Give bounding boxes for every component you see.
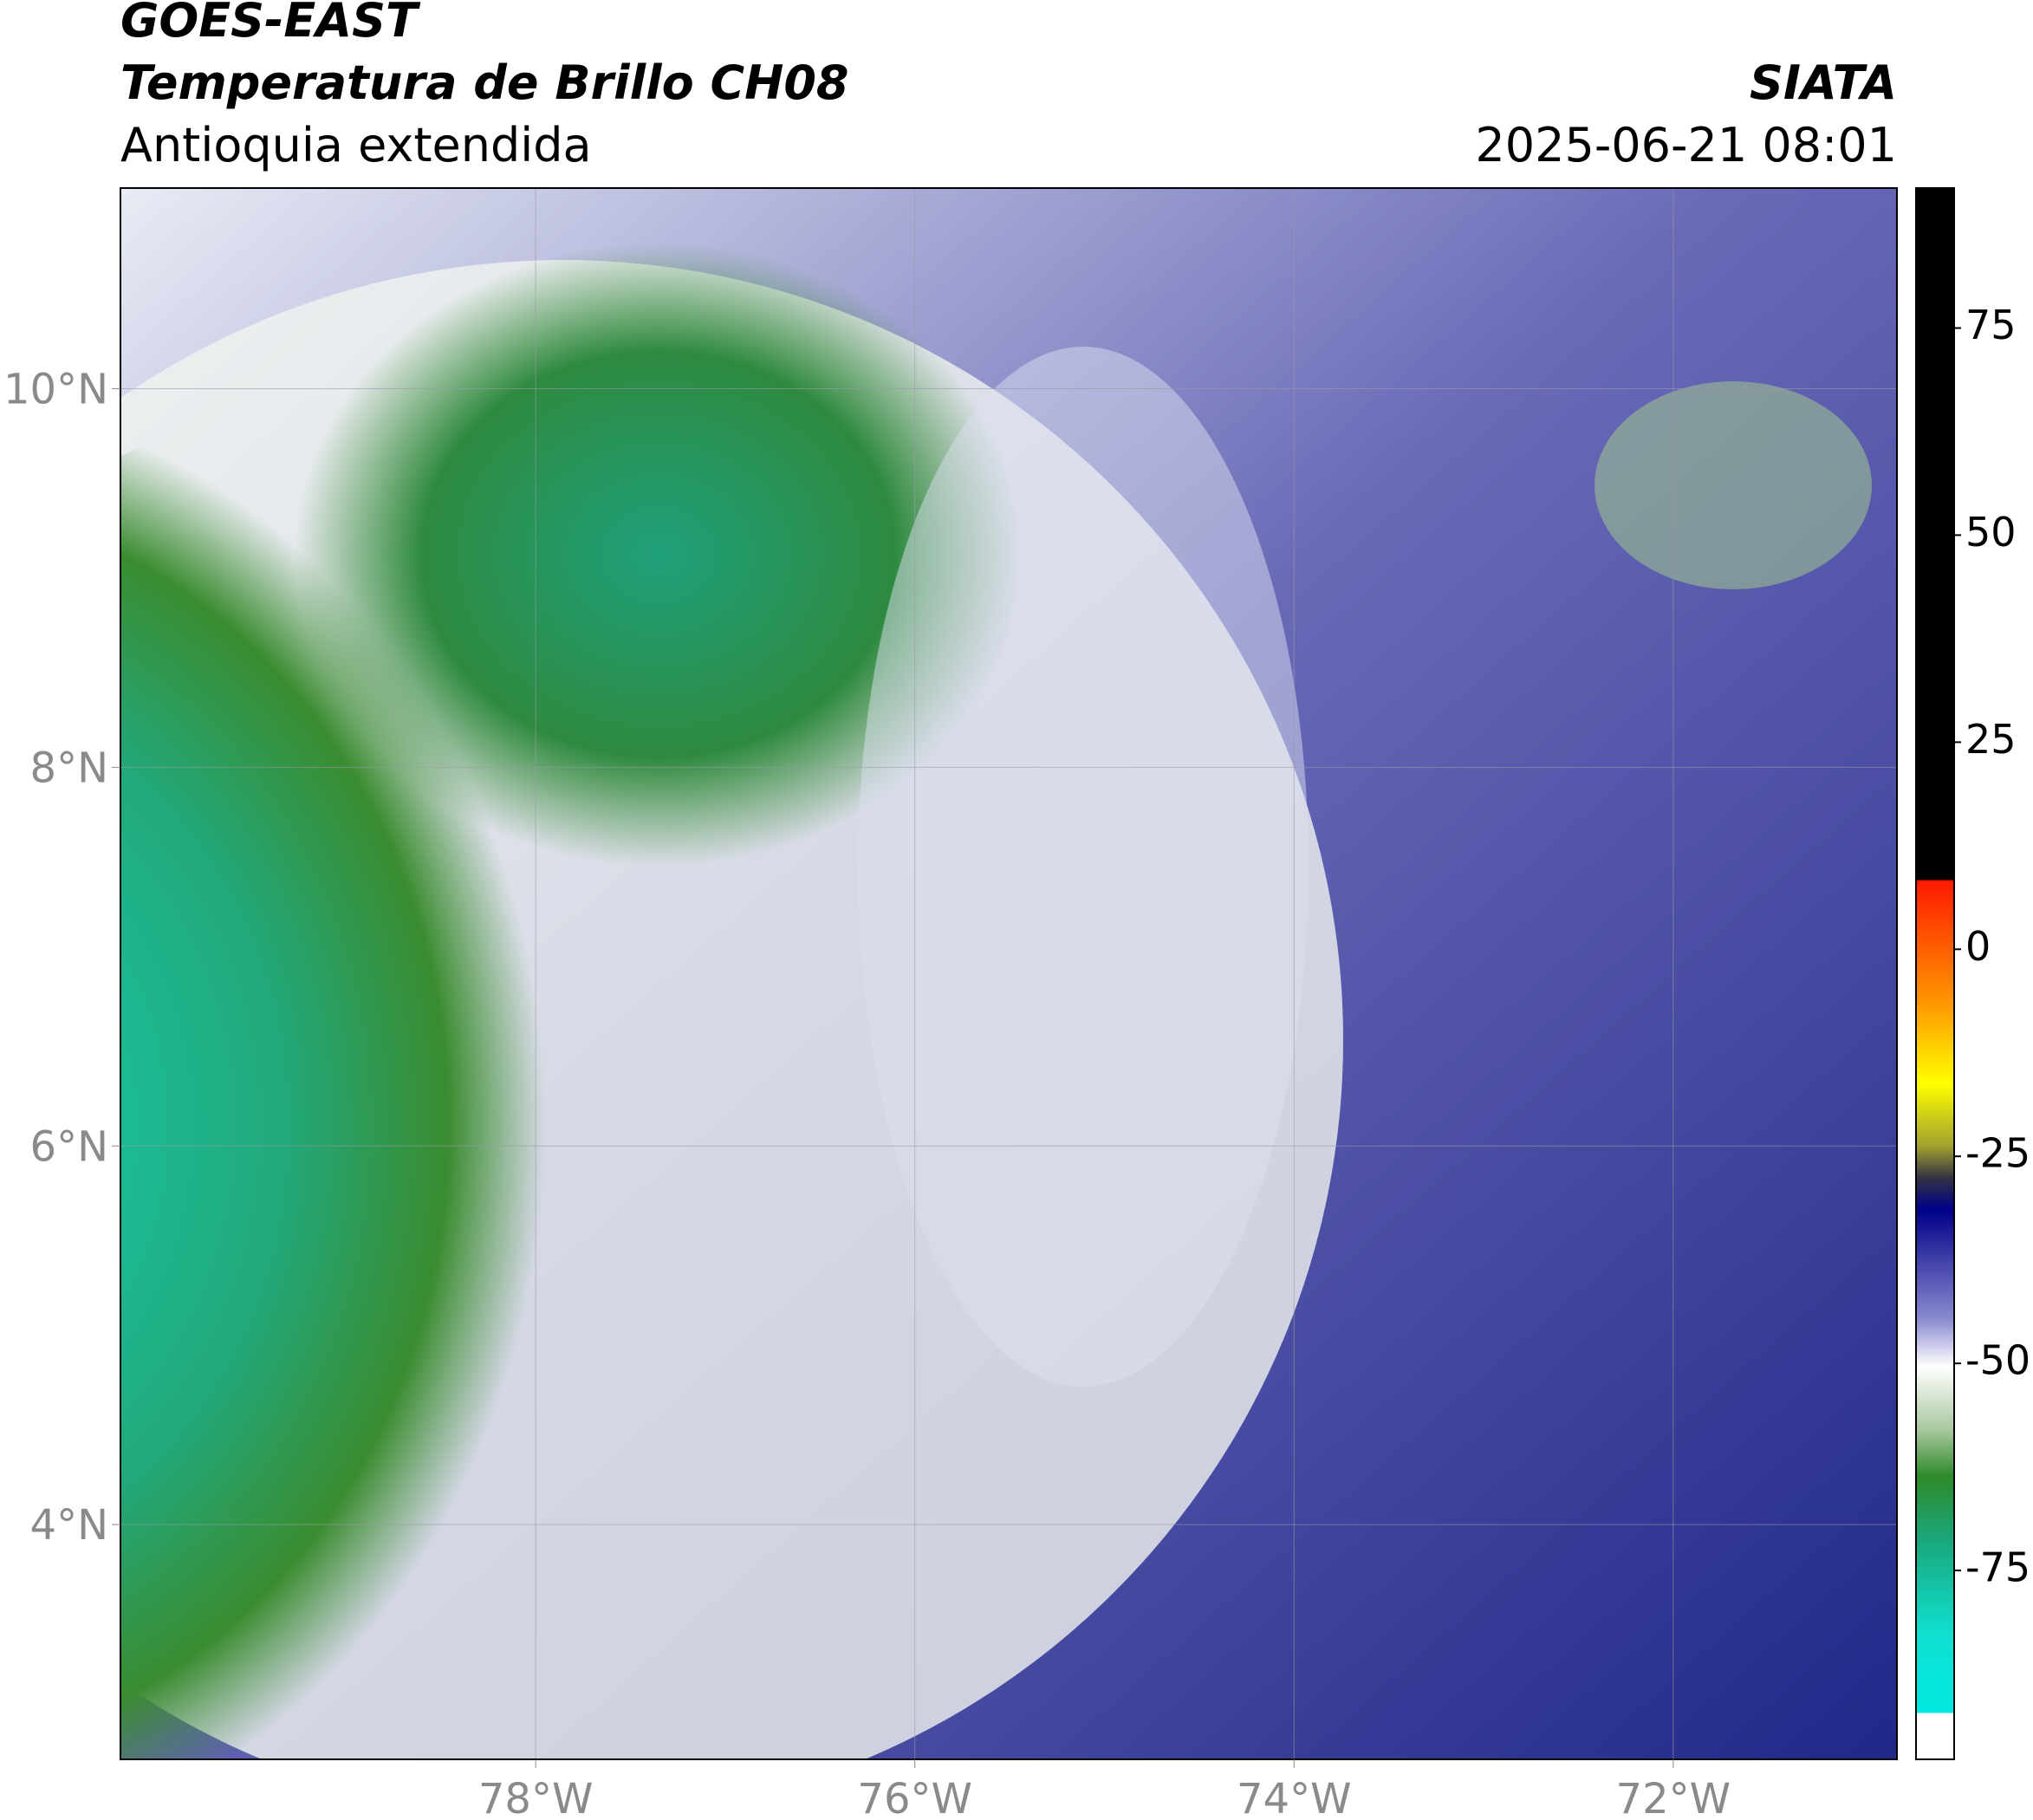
subtitle: Temperatura de Brillo CH08	[120, 55, 849, 110]
datetime: 2025-06-21 08:01	[1475, 118, 1897, 172]
satellite-image	[120, 188, 1897, 1759]
region: Antioquia extendida	[120, 118, 592, 172]
y-tick-label: 8°N	[30, 744, 108, 792]
colorbar-tick-label: -50	[1965, 1337, 2030, 1384]
title: GOES-EAST	[120, 0, 421, 48]
y-tick-label: 6°N	[30, 1122, 108, 1171]
map-frame	[120, 187, 1898, 1760]
colorbar-tick-label: 0	[1965, 923, 1991, 970]
colorbar-tick-label: 50	[1965, 509, 2017, 556]
x-tick-label: 74°W	[1237, 1775, 1352, 1820]
y-tick-label: 4°N	[30, 1501, 108, 1550]
source: SIATA	[1750, 55, 1897, 110]
colorbar-tick-label: 75	[1965, 302, 2017, 348]
colorbar-tick-label: -25	[1965, 1130, 2030, 1177]
x-tick-label: 78°W	[478, 1775, 594, 1820]
x-tick-label: 72°W	[1616, 1775, 1731, 1820]
colorbar-tick-label: -75	[1965, 1544, 2030, 1591]
x-tick-label: 76°W	[857, 1775, 972, 1820]
graticule	[120, 188, 1897, 1759]
y-tick-label: 10°N	[3, 366, 108, 414]
colorbar	[1915, 187, 1955, 1760]
colorbar-tick-label: 25	[1965, 716, 2017, 763]
